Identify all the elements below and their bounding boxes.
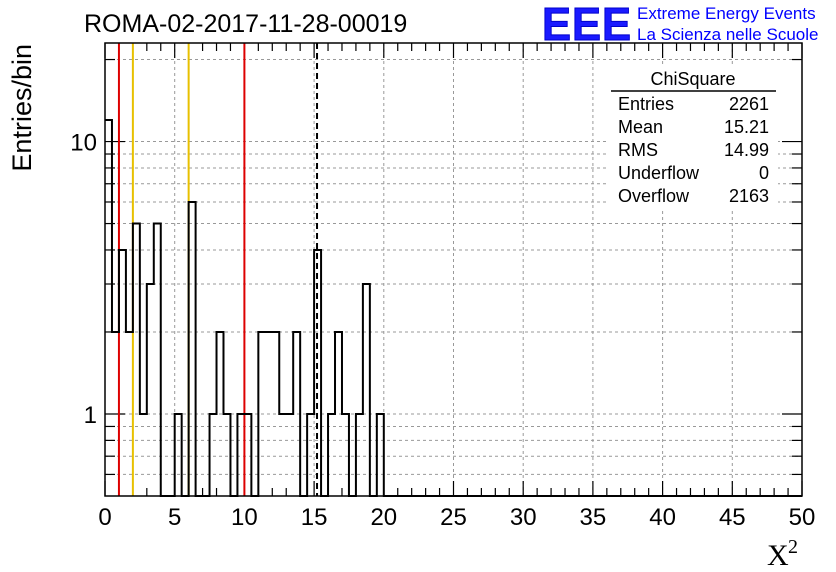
histogram-bin xyxy=(237,414,244,496)
x-axis-label: X 2 xyxy=(767,536,798,572)
histogram-bin xyxy=(342,414,349,496)
stats-label-underflow: Underflow xyxy=(618,163,700,183)
histogram-bin xyxy=(286,414,293,496)
x-tick-label: 15 xyxy=(301,504,328,531)
histogram-bin xyxy=(119,250,126,496)
histogram-bin xyxy=(307,414,314,496)
x-tick-label: 5 xyxy=(168,504,181,531)
y-tick-label: 1 xyxy=(84,402,97,429)
stats-box: ChiSquare Entries 2261 Mean 15.21 RMS 14… xyxy=(608,65,778,210)
x-tick-label: 40 xyxy=(649,504,676,531)
y-axis-label: Entries/bin xyxy=(7,44,37,172)
histogram-bin xyxy=(272,332,279,496)
eee-logo-line2: La Scienza nelle Scuole xyxy=(637,25,818,44)
histogram-bin xyxy=(126,332,133,496)
histogram-bin xyxy=(377,414,384,496)
histogram-bin xyxy=(147,284,154,496)
eee-logo-mark: EEE xyxy=(542,0,632,50)
histogram-bin xyxy=(265,332,272,496)
eee-logo-line1: Extreme Energy Events xyxy=(637,4,816,23)
stats-label-mean: Mean xyxy=(618,117,663,137)
histogram-bin xyxy=(175,414,182,496)
stats-box-title: ChiSquare xyxy=(650,69,735,89)
stats-label-rms: RMS xyxy=(618,140,658,160)
x-tick-label: 20 xyxy=(370,504,397,531)
histogram-bin xyxy=(356,414,363,496)
plot-frame xyxy=(104,42,803,497)
x-tick-label: 0 xyxy=(98,504,111,531)
axis-ticks xyxy=(104,43,803,496)
histogram-bin xyxy=(217,332,224,496)
eee-logo: EEE Extreme Energy Events La Scienza nel… xyxy=(542,0,819,51)
histogram-bin xyxy=(223,414,230,496)
stats-value-underflow: 0 xyxy=(759,163,769,183)
histogram-bin xyxy=(112,332,119,496)
histogram-bin xyxy=(314,250,321,496)
histogram-bin xyxy=(210,414,217,496)
stats-label-overflow: Overflow xyxy=(618,186,690,206)
histogram-bin xyxy=(293,332,300,496)
histogram-bin xyxy=(258,332,265,496)
stats-box-background xyxy=(608,65,778,210)
x-tick-label: 35 xyxy=(580,504,607,531)
stats-label-entries: Entries xyxy=(618,94,674,114)
histogram-bin xyxy=(279,414,286,496)
x-tick-label: 10 xyxy=(231,504,258,531)
tick-labels: 0 5 10 15 20 25 30 35 40 45 50 1 10 xyxy=(70,130,815,531)
histogram-bin xyxy=(335,332,342,496)
histogram-bin xyxy=(244,414,251,496)
x-tick-label: 50 xyxy=(789,504,816,531)
y-tick-label: 10 xyxy=(70,130,97,157)
histogram-bin xyxy=(328,414,335,496)
histogram-bin xyxy=(133,224,140,496)
x-tick-label: 25 xyxy=(440,504,467,531)
histogram-bin xyxy=(105,120,112,496)
x-tick-label: 45 xyxy=(719,504,746,531)
histogram-bin xyxy=(140,414,147,496)
x-axis-label-superscript: 2 xyxy=(788,536,798,558)
chart-title: ROMA-02-2017-11-28-00019 xyxy=(84,10,407,38)
histogram-bin xyxy=(154,224,161,496)
stats-value-rms: 14.99 xyxy=(724,140,769,160)
x-axis-label-main: X xyxy=(767,539,789,572)
x-tick-label: 30 xyxy=(510,504,537,531)
grid-layer xyxy=(105,43,802,496)
stats-value-mean: 15.21 xyxy=(724,117,769,137)
histogram-bin xyxy=(363,284,370,496)
stats-value-overflow: 2163 xyxy=(729,186,769,206)
stats-value-entries: 2261 xyxy=(729,94,769,114)
histogram-bin xyxy=(189,202,196,496)
